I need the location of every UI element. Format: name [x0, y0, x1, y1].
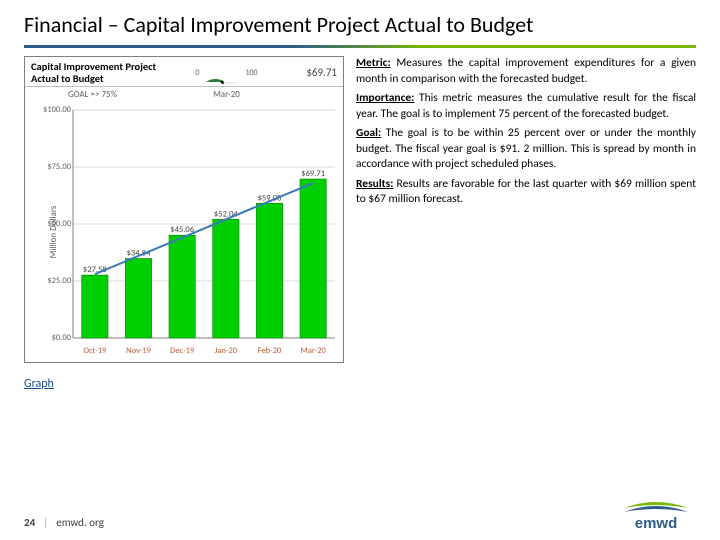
footer: 24 | emwd. org: [0, 504, 720, 540]
x-tick-label: Jan-20: [204, 346, 248, 356]
svg-text:$34.84: $34.84: [127, 249, 152, 259]
svg-text:$69.71: $69.71: [301, 169, 325, 179]
svg-text:emwd: emwd: [635, 515, 678, 532]
y-tick-label: $0.00: [37, 333, 71, 343]
x-tick-label: Oct-19: [73, 346, 117, 356]
x-tick-label: Mar-20: [291, 346, 335, 356]
x-tick-label: Dec-19: [160, 346, 204, 356]
chart-panel: Capital Improvement Project Actual to Bu…: [24, 56, 344, 363]
goal-body: The goal is to be within 25 percent over…: [356, 126, 696, 171]
svg-text:$52.04: $52.04: [214, 210, 239, 220]
footer-separator: |: [43, 516, 48, 529]
goal-label: GOAL => 75%: [25, 87, 160, 102]
results-label: Results:: [356, 177, 393, 191]
emwd-logo-icon: emwd: [616, 498, 696, 534]
goal-text-label: Goal:: [356, 126, 381, 140]
y-tick-label: $50.00: [37, 219, 71, 229]
panel-header-value: $69.71: [287, 66, 337, 79]
description-text: Metric: Measures the capital improvement…: [356, 56, 696, 363]
x-tick-label: Feb-20: [248, 346, 292, 356]
panel-date-label: Mar-20: [160, 87, 293, 102]
y-tick-label: $75.00: [37, 162, 71, 172]
footer-site: emwd. org: [56, 516, 104, 529]
gauge-max: 100: [245, 68, 257, 78]
page-number: 24: [24, 516, 35, 529]
gauge-min: 0: [195, 68, 199, 78]
metric-label: Metric:: [356, 56, 391, 70]
graph-link[interactable]: Graph: [0, 363, 720, 391]
y-tick-label: $25.00: [37, 276, 71, 286]
y-tick-label: $100.00: [37, 105, 71, 115]
metric-body: Measures the capital improvement expendi…: [356, 56, 696, 86]
results-body: Results are favorable for the last quart…: [356, 177, 696, 207]
page-title: Financial – Capital Improvement Project …: [24, 12, 696, 37]
panel-header-title: Capital Improvement Project Actual to Bu…: [31, 61, 166, 84]
x-tick-label: Nov-19: [117, 346, 161, 356]
gauge-icon: [202, 62, 242, 84]
importance-label: Importance:: [356, 91, 414, 105]
bar-chart: Million Dollars $0.00$25.00$50.00$75.00$…: [25, 102, 343, 362]
